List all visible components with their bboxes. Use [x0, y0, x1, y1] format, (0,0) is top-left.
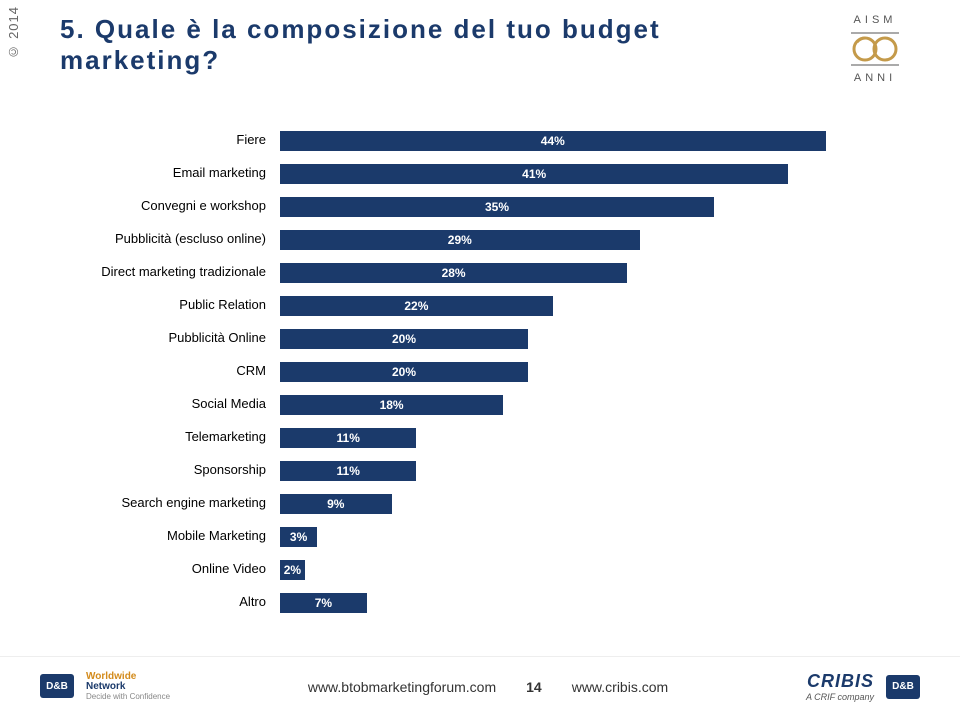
- chart-row: Social Media 18%: [60, 388, 900, 421]
- bar-track: 18%: [280, 395, 900, 415]
- bar: 22%: [280, 296, 553, 316]
- cribis-name: CRIBIS: [807, 671, 874, 692]
- chart-row: Mobile Marketing 3%: [60, 520, 900, 553]
- chart-row: Sponsorship 11%: [60, 454, 900, 487]
- chart-row: Convegni e workshop 35%: [60, 190, 900, 223]
- bar-track: 20%: [280, 362, 900, 382]
- bar: 41%: [280, 164, 788, 184]
- aism-logo: AISM ANNI: [830, 14, 920, 84]
- row-label: Direct marketing tradizionale: [60, 265, 270, 280]
- footer-url-left: www.btobmarketingforum.com: [308, 679, 496, 695]
- chart-row: CRM 20%: [60, 355, 900, 388]
- logo-bottom-text: ANNI: [854, 72, 896, 84]
- row-label: Convegni e workshop: [60, 199, 270, 214]
- row-label: Telemarketing: [60, 430, 270, 445]
- bar-track: 28%: [280, 263, 900, 283]
- footer: D&B Worldwide Network Decide with Confid…: [0, 656, 960, 716]
- worldwide-network-logo: Worldwide Network Decide with Confidence: [86, 672, 170, 701]
- footer-center: www.btobmarketingforum.com 14 www.cribis…: [308, 679, 668, 695]
- bar-track: 9%: [280, 494, 900, 514]
- chart-row: Direct marketing tradizionale 28%: [60, 256, 900, 289]
- row-label: Mobile Marketing: [60, 529, 270, 544]
- bar: 11%: [280, 461, 416, 481]
- row-label: Sponsorship: [60, 463, 270, 478]
- wwn-tag: Decide with Confidence: [86, 693, 170, 701]
- bar-track: 3%: [280, 527, 900, 547]
- chart-row: Search engine marketing 9%: [60, 487, 900, 520]
- bar-chart: Fiere 44% Email marketing 41% Convegni e wor…: [0, 94, 960, 656]
- dnb-badge-right: D&B: [886, 675, 920, 699]
- row-label: Social Media: [60, 397, 270, 412]
- row-label: Public Relation: [60, 298, 270, 313]
- row-label: Pubblicità Online: [60, 331, 270, 346]
- bar-track: 35%: [280, 197, 900, 217]
- cribis-tag: A CRIF company: [806, 692, 874, 702]
- bar: 20%: [280, 329, 528, 349]
- chart-row: Public Relation 22%: [60, 289, 900, 322]
- row-label: Fiere: [60, 133, 270, 148]
- bar: 3%: [280, 527, 317, 547]
- bar-track: 11%: [280, 428, 900, 448]
- dnb-badge-left: D&B: [40, 674, 74, 698]
- footer-left-logos: D&B Worldwide Network Decide with Confid…: [40, 672, 170, 701]
- chart-row: Altro 7%: [60, 586, 900, 619]
- chart-row: Pubblicità (escluso online) 29%: [60, 223, 900, 256]
- bar: 9%: [280, 494, 392, 514]
- bar-track: 20%: [280, 329, 900, 349]
- row-label: Online Video: [60, 562, 270, 577]
- chart-row: Pubblicità Online 20%: [60, 322, 900, 355]
- year-tab: © 2014: [6, 6, 21, 60]
- row-label: Pubblicità (escluso online): [60, 232, 270, 247]
- bar-track: 22%: [280, 296, 900, 316]
- row-label: Email marketing: [60, 166, 270, 181]
- bar-track: 41%: [280, 164, 900, 184]
- row-label: CRM: [60, 364, 270, 379]
- slide: © 2014 5. Quale è la composizione del tu…: [0, 0, 960, 716]
- sixty-icon: [851, 30, 899, 68]
- title-region: 5. Quale è la composizione del tuo budge…: [0, 0, 960, 94]
- chart-row: Telemarketing 11%: [60, 421, 900, 454]
- bar: 44%: [280, 131, 826, 151]
- logo-top-text: AISM: [854, 14, 897, 26]
- bar: 20%: [280, 362, 528, 382]
- row-label: Altro: [60, 595, 270, 610]
- page-number: 14: [526, 679, 542, 695]
- bar: 28%: [280, 263, 627, 283]
- cribis-logo: CRIBIS A CRIF company: [806, 671, 874, 702]
- bar: 7%: [280, 593, 367, 613]
- bar: 18%: [280, 395, 503, 415]
- page-title: 5. Quale è la composizione del tuo budge…: [60, 14, 810, 76]
- bar-track: 7%: [280, 593, 900, 613]
- bar-track: 2%: [280, 560, 900, 580]
- footer-url-right: www.cribis.com: [572, 679, 668, 695]
- bar-track: 11%: [280, 461, 900, 481]
- bar: 2%: [280, 560, 305, 580]
- bar-track: 29%: [280, 230, 900, 250]
- bar: 35%: [280, 197, 714, 217]
- chart-row: Online Video 2%: [60, 553, 900, 586]
- bar-track: 44%: [280, 131, 900, 151]
- chart-row: Email marketing 41%: [60, 157, 900, 190]
- bar: 11%: [280, 428, 416, 448]
- footer-right-logos: CRIBIS A CRIF company D&B: [806, 671, 920, 702]
- row-label: Search engine marketing: [60, 496, 270, 511]
- chart-row: Fiere 44%: [60, 124, 900, 157]
- bar: 29%: [280, 230, 640, 250]
